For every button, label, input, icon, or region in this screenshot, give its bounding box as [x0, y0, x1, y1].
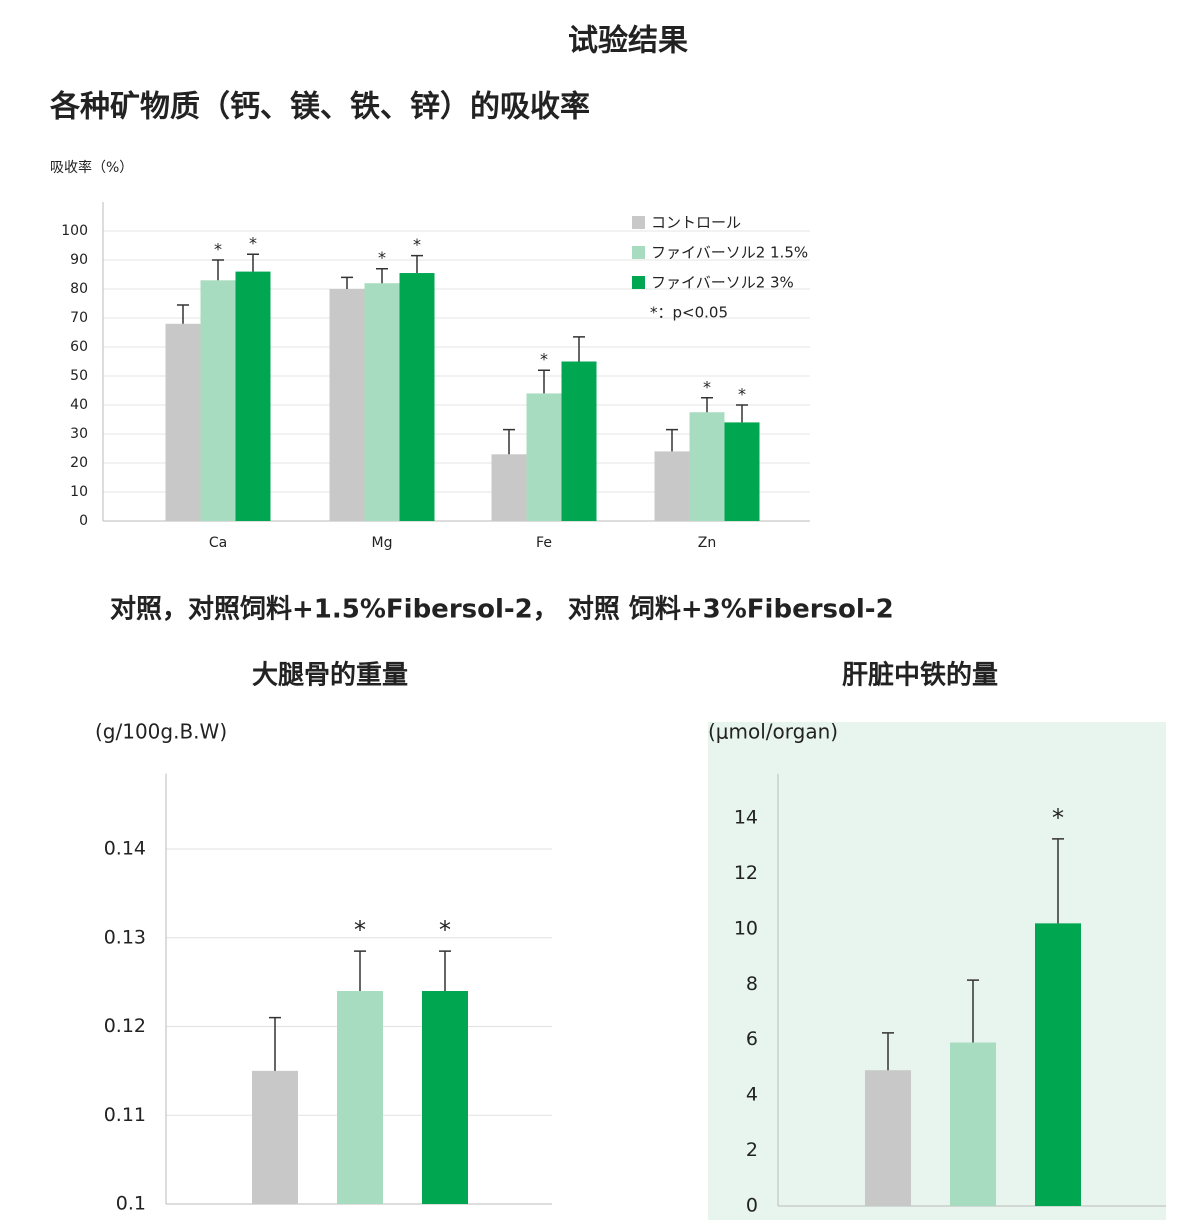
- y-tick-label: 14: [734, 807, 758, 829]
- error-bar: [439, 950, 451, 991]
- caption: 对照，对照饲料+1.5%Fibersol-2， 对照 饲料+3%Fibersol…: [110, 595, 894, 625]
- significance-mark: *: [703, 377, 711, 396]
- bar: [235, 271, 271, 521]
- x-tick-label: Fe: [536, 535, 552, 551]
- x-tick-label: Zn: [698, 535, 716, 551]
- error-bar: [538, 369, 550, 394]
- significance-mark: *: [249, 234, 257, 253]
- error-bar: [882, 1032, 894, 1071]
- bar: [950, 1042, 996, 1206]
- legend-note: *：p<0.05: [650, 304, 728, 322]
- bar: [252, 1070, 298, 1204]
- page-title: 试验结果: [568, 24, 688, 59]
- y-tick-label: 0: [79, 513, 88, 529]
- y-axis-label: 吸收率（%）: [50, 159, 133, 176]
- y-axis-label: (g/100g.B.W): [95, 720, 227, 744]
- y-tick-label: 0.11: [104, 1104, 146, 1126]
- y-tick-label: 6: [746, 1028, 758, 1050]
- bar: [526, 393, 562, 521]
- bar: [724, 422, 760, 521]
- bar: [422, 991, 468, 1204]
- bar: [200, 280, 236, 521]
- bar: [337, 991, 383, 1204]
- plot-background: [708, 722, 1166, 1220]
- legend-label: コントロール: [651, 214, 741, 232]
- error-bar: [666, 428, 678, 452]
- y-tick-label: 90: [70, 252, 88, 268]
- y-tick-label: 0.12: [104, 1015, 146, 1037]
- y-tick-label: 0.14: [104, 838, 146, 860]
- legend-label: ファイバーソル2 1.5%: [651, 244, 808, 262]
- significance-mark: *: [439, 916, 451, 944]
- error-bar: [177, 304, 189, 324]
- error-bar: [411, 254, 423, 274]
- significance-mark: *: [738, 385, 746, 404]
- bar: [865, 1070, 911, 1206]
- y-tick-label: 4: [746, 1084, 758, 1106]
- legend-swatch: [632, 276, 645, 289]
- chart-title: 肝脏中铁的量: [842, 660, 998, 691]
- significance-mark: *: [354, 916, 366, 944]
- x-tick-label: Ca: [209, 535, 227, 551]
- error-bar: [573, 336, 585, 362]
- y-tick-label: 100: [61, 223, 88, 239]
- y-tick-label: 50: [70, 368, 88, 384]
- bar: [329, 289, 365, 521]
- bar: [165, 323, 201, 521]
- x-tick-label: Mg: [372, 535, 393, 551]
- significance-mark: *: [1052, 804, 1064, 832]
- significance-mark: *: [214, 240, 222, 259]
- error-bar: [376, 267, 388, 284]
- significance-mark: *: [413, 235, 421, 254]
- error-bar: [503, 428, 515, 455]
- y-axis-label: (μmol/organ): [708, 720, 838, 744]
- y-tick-label: 80: [70, 281, 88, 297]
- y-tick-label: 12: [734, 862, 758, 884]
- y-tick-label: 30: [70, 426, 88, 442]
- error-bar: [212, 259, 224, 281]
- bar: [689, 412, 725, 521]
- section-title: 各种矿物质（钙、镁、铁、锌）的吸收率: [49, 90, 590, 125]
- y-tick-label: 10: [70, 484, 88, 500]
- error-bar: [736, 404, 748, 423]
- bar: [561, 361, 597, 521]
- bar: [364, 283, 400, 521]
- bar: [491, 454, 527, 521]
- bar: [399, 273, 435, 521]
- y-tick-label: 70: [70, 310, 88, 326]
- error-bar: [701, 397, 713, 413]
- y-tick-label: 0.1: [116, 1193, 146, 1215]
- y-tick-label: 2: [746, 1139, 758, 1161]
- error-bar: [341, 276, 353, 289]
- y-tick-label: 0.13: [104, 926, 146, 948]
- chart-title: 大腿骨的重量: [252, 660, 408, 691]
- legend-label: ファイバーソル2 3%: [651, 274, 794, 292]
- significance-mark: *: [540, 350, 548, 369]
- y-tick-label: 0: [746, 1195, 758, 1217]
- y-tick-label: 20: [70, 455, 88, 471]
- y-tick-label: 60: [70, 339, 88, 355]
- bar: [1035, 923, 1081, 1206]
- y-tick-label: 8: [746, 973, 758, 995]
- y-tick-label: 40: [70, 397, 88, 413]
- error-bar: [1052, 838, 1064, 924]
- y-tick-label: 10: [734, 917, 758, 939]
- error-bar: [967, 979, 979, 1043]
- significance-mark: *: [378, 248, 386, 267]
- error-bar: [247, 253, 259, 272]
- legend-swatch: [632, 216, 645, 229]
- bar: [654, 451, 690, 521]
- error-bar: [269, 1016, 281, 1071]
- legend-swatch: [632, 246, 645, 259]
- error-bar: [354, 950, 366, 991]
